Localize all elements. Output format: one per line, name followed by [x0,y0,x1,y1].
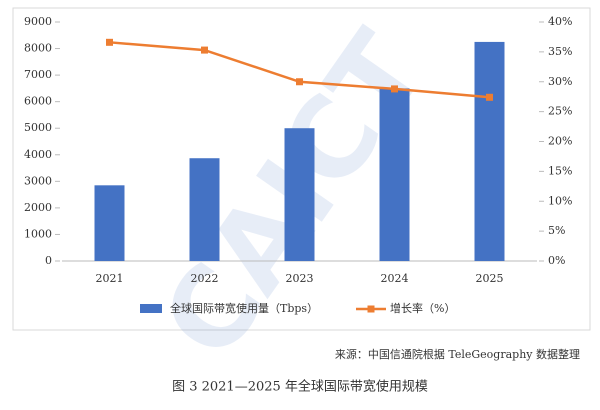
y-tick-label: 7000 [24,68,52,81]
line-marker [391,85,398,93]
source-note: 来源：中国信通院根据 TeleGeography 数据整理 [335,347,580,361]
y-tick-label: 2000 [24,201,52,214]
chart-frame [12,7,591,331]
y2-tick-label: 0% [548,254,565,267]
x-tick-label: 2023 [286,272,314,285]
x-tick-label: 2022 [191,272,219,285]
legend-label: 全球国际带宽使用量（Tbps） [170,301,318,315]
bar [189,158,220,261]
line-marker [296,78,303,86]
y-tick-label: 9000 [24,15,52,28]
y2-tick-label: 40% [548,15,572,28]
line-marker [486,93,493,101]
y2-tick-label: 25% [548,105,572,118]
y-tick-label: 4000 [24,148,52,161]
bar [284,128,315,261]
y-tick-label: 0 [45,254,52,267]
legend-label: 增长率（%） [390,301,455,315]
y2-tick-label: 15% [548,164,572,177]
y-tick-label: 3000 [24,174,52,187]
x-tick-label: 2024 [381,272,409,285]
legend-swatch [140,304,162,313]
legend-swatch [367,305,375,313]
y-tick-label: 1000 [24,227,52,240]
y-tick-label: 6000 [24,95,52,108]
y-tick-label: 5000 [24,121,52,134]
bar [474,41,505,261]
y2-tick-label: 35% [548,45,572,58]
line-marker [201,46,208,54]
line-marker [106,38,113,46]
caption: 图 3 2021—2025 年全球国际带宽使用规模 [172,379,428,395]
y2-tick-label: 20% [548,135,572,148]
y-tick-label: 8000 [24,42,52,55]
x-tick-label: 2021 [96,272,124,285]
y2-tick-label: 30% [548,75,572,88]
x-tick-label: 2025 [476,272,504,285]
bar [94,185,125,261]
y2-tick-label: 10% [548,194,572,207]
bar [379,88,410,261]
y2-tick-label: 5% [548,224,565,237]
